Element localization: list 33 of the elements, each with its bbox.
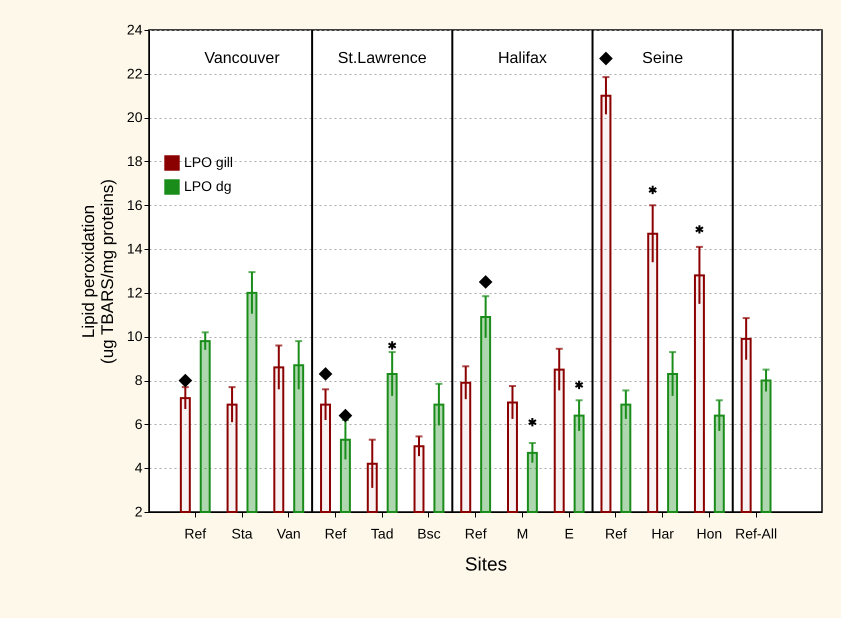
x-tick-label: Van <box>276 526 301 542</box>
y-tick-label: 2 <box>134 504 143 520</box>
y-tick-label: 22 <box>126 65 143 82</box>
y-tick-label: 4 <box>134 460 143 476</box>
x-tick-label: Ref <box>184 526 206 542</box>
y-tick-label: 16 <box>126 196 143 213</box>
x-tick-label: E <box>564 526 574 542</box>
x-axis-title: Sites <box>464 554 508 576</box>
y-tick-label: 12 <box>126 284 143 300</box>
y-tick-label: 8 <box>134 372 143 388</box>
y-axis-title: Lipid peroxidation (ug TBARS/mg proteins) <box>78 179 117 364</box>
y-tick-label: 10 <box>126 328 143 344</box>
annotation: St.Lawrence <box>338 50 427 67</box>
legend-label: LPO gill <box>184 154 234 170</box>
legend-label: LPO dg <box>184 178 232 194</box>
x-tick-label: Bsc <box>417 526 441 542</box>
annotation: Halifax <box>498 50 547 67</box>
annotation: Seine <box>642 50 684 67</box>
y-tick-label: 20 <box>126 109 143 126</box>
y-tick-label: 18 <box>126 152 143 169</box>
x-tick-label: M <box>516 526 528 542</box>
y-tick-label: 24 <box>126 22 143 38</box>
x-tick-label: Har <box>651 526 674 542</box>
x-tick-label: Ref-All <box>735 526 778 542</box>
x-tick-label: Ref <box>604 526 627 542</box>
y-tick-label: 6 <box>134 416 143 432</box>
x-tick-label: Ref <box>324 526 346 542</box>
x-tick-label: Ref <box>464 526 487 542</box>
x-tick-label: Tad <box>370 526 394 542</box>
x-tick-label: Sta <box>231 526 253 542</box>
x-tick-label: Hon <box>696 526 722 542</box>
y-tick-label: 14 <box>126 240 143 257</box>
annotation: Vancouver <box>204 50 280 67</box>
